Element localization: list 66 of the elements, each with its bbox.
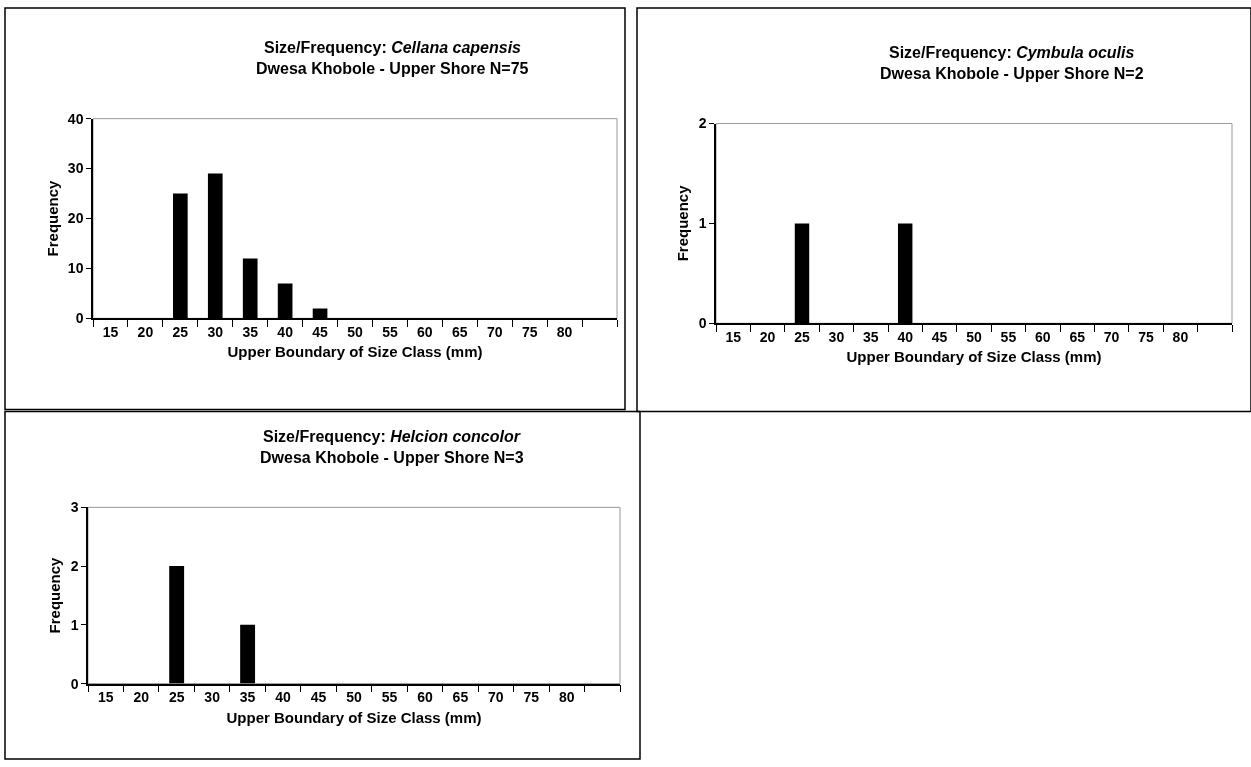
y-axis-title: Frequency [674, 184, 692, 262]
x-tick-label: 20 [759, 328, 776, 345]
x-tick-label: 30 [828, 328, 845, 345]
y-tick-label: 2 [698, 115, 707, 132]
x-tick-label: 50 [966, 328, 982, 345]
x-tick-label: 70 [1103, 328, 1120, 345]
x-tick-label: 35 [239, 689, 256, 706]
chart-subtitle: Dwesa Khobole - Upper Shore N=3 [260, 449, 524, 466]
x-tick-label: 55 [1000, 328, 1017, 345]
x-tick-label: 40 [277, 323, 294, 340]
x-tick-label: 15 [102, 323, 119, 340]
chart-subtitle: Dwesa Khobole - Upper Shore N=2 [880, 65, 1144, 82]
y-tick-label: 2 [70, 558, 79, 575]
chart-title: Size/Frequency: Helcion concolor [263, 428, 521, 445]
y-tick-label: 1 [70, 616, 79, 633]
y-tick-label: 0 [75, 310, 84, 327]
x-tick-label: 50 [347, 323, 363, 340]
chart-subtitle: Dwesa Khobole - Upper Shore N=75 [256, 60, 529, 77]
x-tick-label: 65 [1069, 328, 1086, 345]
chart-title: Size/Frequency: Cellana capensis [264, 39, 522, 56]
x-tick-label: 65 [452, 689, 469, 706]
x-tick-label: 80 [559, 689, 575, 706]
x-tick-label: 30 [204, 689, 221, 706]
y-tick-label: 30 [67, 160, 84, 177]
y-tick-label: 0 [698, 315, 707, 332]
x-tick-label: 25 [794, 328, 810, 345]
x-tick-label: 45 [312, 323, 329, 340]
x-tick-label: 50 [346, 689, 362, 706]
y-tick-label: 40 [67, 110, 84, 127]
x-tick-label: 15 [97, 689, 114, 706]
y-tick-label: 20 [67, 210, 84, 227]
y-axis-title: Frequency [43, 179, 61, 257]
x-tick-label: 60 [417, 689, 433, 706]
chart-title: Size/Frequency: Cymbula oculis [889, 44, 1135, 61]
x-axis-title: Upper Boundary of Size Class (mm) [226, 708, 482, 726]
x-tick-label: 75 [1138, 328, 1154, 345]
y-tick-label: 10 [67, 260, 84, 277]
x-tick-label: 65 [452, 323, 468, 340]
x-tick-label: 60 [417, 323, 433, 340]
x-tick-label: 35 [242, 323, 259, 340]
x-tick-label: 80 [556, 323, 573, 340]
x-tick-label: 15 [725, 328, 742, 345]
x-tick-label: 70 [486, 323, 503, 340]
x-tick-label: 20 [133, 689, 150, 706]
x-tick-label: 75 [521, 323, 538, 340]
x-tick-label: 55 [381, 689, 398, 706]
x-tick-label: 25 [168, 689, 185, 706]
x-tick-label: 20 [137, 323, 154, 340]
x-tick-label: 40 [275, 689, 292, 706]
x-tick-label: 70 [488, 689, 504, 706]
x-tick-label: 35 [863, 328, 879, 345]
y-tick-label: 1 [698, 215, 707, 232]
x-tick-label: 45 [931, 328, 948, 345]
x-tick-label: 25 [172, 323, 189, 340]
y-tick-label: 3 [70, 499, 79, 516]
x-axis-title: Upper Boundary of Size Class (mm) [846, 348, 1102, 366]
x-tick-label: 30 [207, 323, 224, 340]
x-axis-title: Upper Boundary of Size Class (mm) [227, 343, 483, 361]
x-tick-label: 60 [1035, 328, 1051, 345]
x-tick-label: 45 [310, 689, 327, 706]
x-tick-label: 40 [897, 328, 914, 345]
x-tick-label: 80 [1172, 328, 1189, 345]
x-tick-label: 55 [382, 323, 398, 340]
y-axis-title: Frequency [46, 556, 64, 634]
y-tick-label: 0 [70, 675, 79, 692]
x-tick-label: 75 [523, 689, 540, 706]
